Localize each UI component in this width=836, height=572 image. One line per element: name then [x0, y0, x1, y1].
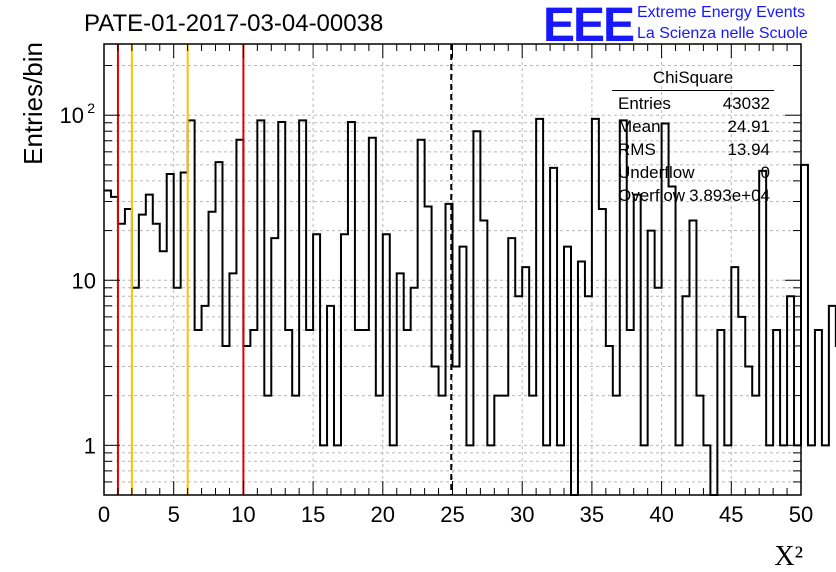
x-tick-label: 15: [301, 502, 325, 527]
stats-row-rms: RMS 13.94: [618, 140, 770, 162]
chart-title: PATE-01-2017-03-04-00038: [84, 10, 384, 37]
x-axis-label: X²: [774, 541, 803, 572]
logo-line-1: Extreme Energy Events: [637, 4, 806, 21]
stats-divider: [612, 90, 774, 91]
x-tick-label: 40: [649, 502, 673, 527]
x-tick-label: 35: [580, 502, 604, 527]
stats-value: 0: [760, 163, 770, 182]
stats-key: Mean: [618, 117, 661, 136]
stats-key: Entries: [618, 94, 671, 113]
stats-row-underflow: Underflow 0: [618, 163, 770, 185]
stats-key: Underflow: [618, 163, 695, 182]
x-tick-label: 45: [719, 502, 743, 527]
stats-key: RMS: [618, 140, 656, 159]
y-axis-label: Entries/bin: [18, 42, 48, 165]
x-tick-label: 0: [98, 502, 110, 527]
eee-logo-mark: EEE: [543, 0, 635, 52]
y-tick-label: 10: [72, 268, 96, 293]
x-tick-label: 10: [231, 502, 255, 527]
x-tick-label: 30: [510, 502, 534, 527]
stats-box: ChiSquare Entries 43032 Mean 24.91 RMS 1…: [612, 68, 774, 208]
stats-key: Overflow: [618, 186, 686, 205]
x-tick-label: 25: [440, 502, 464, 527]
stats-title: ChiSquare: [652, 68, 734, 87]
stats-row-overflow: Overflow 3.893e+04: [618, 186, 770, 208]
y-tick-label: 10: [60, 103, 84, 128]
stats-value: 13.94: [727, 140, 770, 159]
stats-value: 43032: [722, 94, 770, 113]
x-tick-label: 20: [371, 502, 395, 527]
x-tick-label: 5: [168, 502, 180, 527]
x-tick-label: 50: [789, 502, 813, 527]
y-tick-label-exponent: 2: [87, 100, 95, 116]
stats-row-mean: Mean 24.91: [618, 117, 770, 139]
y-tick-label: 1: [84, 433, 96, 458]
stats-value: 24.91: [727, 117, 770, 136]
histogram-series: [104, 117, 836, 496]
stats-row-entries: Entries 43032: [618, 94, 770, 116]
stats-value: 3.893e+04: [689, 186, 770, 205]
logo-line-2: La Scienza nelle Scuole: [637, 25, 808, 42]
